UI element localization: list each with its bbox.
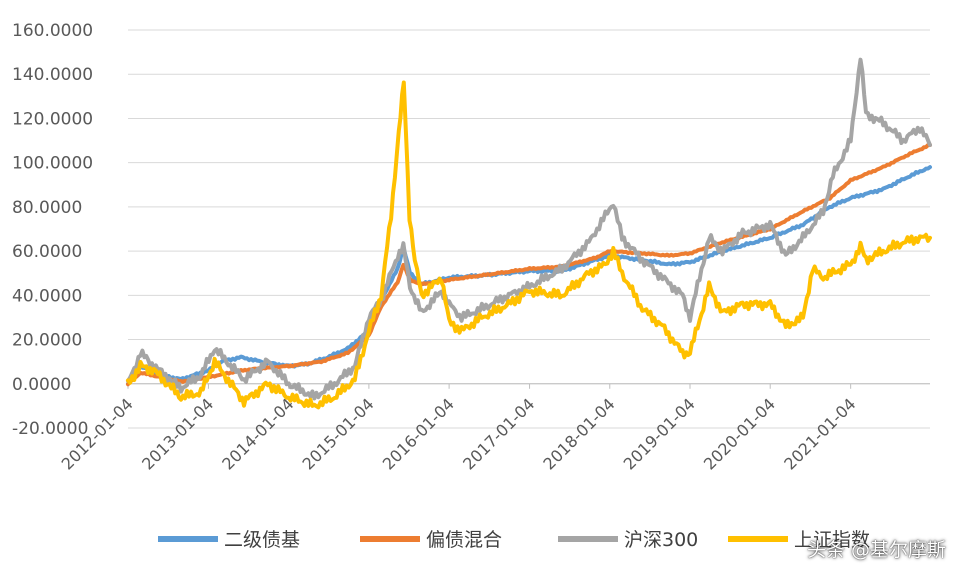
series-line [126, 80, 932, 410]
x-tick-label: 2016-01-04 [379, 394, 458, 473]
y-tick-label: 20.0000 [12, 331, 82, 351]
x-tick-label: 2017-01-04 [459, 394, 538, 473]
x-tick-label: 2014-01-04 [218, 394, 297, 473]
x-tick-label: 2021-01-04 [780, 394, 859, 473]
series-line [126, 165, 932, 386]
y-tick-label: 140.0000 [12, 65, 93, 85]
x-tick-label: 2020-01-04 [700, 394, 779, 473]
x-tick-label: 2019-01-04 [620, 394, 699, 473]
x-tick-label: 2013-01-04 [138, 394, 217, 473]
legend: 二级债基 偏债混合 沪深300 上证指数 [158, 529, 870, 551]
watermark: 头条 @基尔摩斯 [806, 539, 946, 561]
series-lines [126, 57, 932, 410]
y-tick-label: 100.0000 [12, 154, 93, 174]
series-line [126, 57, 932, 401]
y-tick-label: -20.0000 [12, 419, 88, 439]
y-tick-label: 0.0000 [12, 375, 71, 395]
y-axis-ticks: -20.0000 0.0000 20.0000 40.0000 60.0000 80.00… [12, 21, 93, 439]
legend-label: 上证指数 [794, 529, 870, 551]
x-tick-label: 2015-01-04 [299, 394, 378, 473]
y-tick-label: 160.0000 [12, 21, 93, 41]
x-tick-label: 2018-01-04 [539, 394, 618, 473]
y-tick-label: 120.0000 [12, 109, 93, 129]
legend-label: 偏债混合 [426, 529, 502, 551]
y-tick-label: 80.0000 [12, 198, 82, 218]
legend-label: 沪深300 [624, 529, 698, 551]
series-line [126, 143, 932, 387]
y-tick-label: 40.0000 [12, 286, 82, 306]
y-tick-label: 60.0000 [12, 242, 82, 262]
legend-label: 二级债基 [224, 529, 300, 551]
